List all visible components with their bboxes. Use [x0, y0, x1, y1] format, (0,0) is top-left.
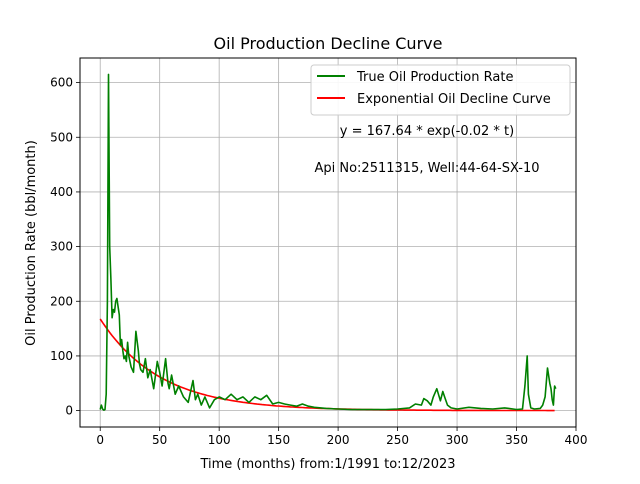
y-tick-label: 200: [50, 294, 73, 308]
x-tick-label: 300: [446, 433, 469, 447]
x-tick-label: 400: [565, 433, 588, 447]
plot-series: [99, 73, 557, 412]
y-tick-label: 600: [50, 76, 73, 90]
well-info-annotation: Api No:2511315, Well:44-64-SX-10: [314, 161, 539, 176]
x-tick-label: 200: [327, 433, 350, 447]
y-axis-label: Oil Production Rate (bbl/month): [24, 140, 39, 346]
y-axis-ticks: 0 100 200 300 400 500 600: [50, 76, 80, 418]
equation-annotation: y = 167.64 * exp(-0.02 * t): [340, 124, 514, 139]
x-tick-label: 250: [386, 433, 409, 447]
x-tick-label: 0: [96, 433, 104, 447]
x-tick-label: 350: [505, 433, 528, 447]
plot-frame: [79, 57, 577, 428]
x-tick-label: 50: [152, 433, 167, 447]
y-tick-label: 0: [65, 404, 73, 418]
y-tick-label: 400: [50, 185, 73, 199]
chart-title: Oil Production Decline Curve: [214, 34, 443, 53]
true-production-line: [99, 73, 557, 411]
y-tick-label: 500: [50, 130, 73, 144]
legend-box: [310, 64, 571, 116]
x-tick-label: 150: [267, 433, 290, 447]
x-tick-label: 100: [208, 433, 231, 447]
legend: True Oil Production Rate Exponential Oil…: [310, 64, 571, 116]
legend-label-true-rate: True Oil Production Rate: [356, 70, 513, 85]
y-tick-label: 100: [50, 349, 73, 363]
legend-label-decline-curve: Exponential Oil Decline Curve: [357, 92, 551, 107]
x-axis-ticks: 0 50 100 150 200 250 300 350 400: [96, 427, 587, 447]
y-tick-label: 300: [50, 240, 73, 254]
x-axis-label: Time (months) from:1/1991 to:12/2023: [199, 457, 455, 472]
